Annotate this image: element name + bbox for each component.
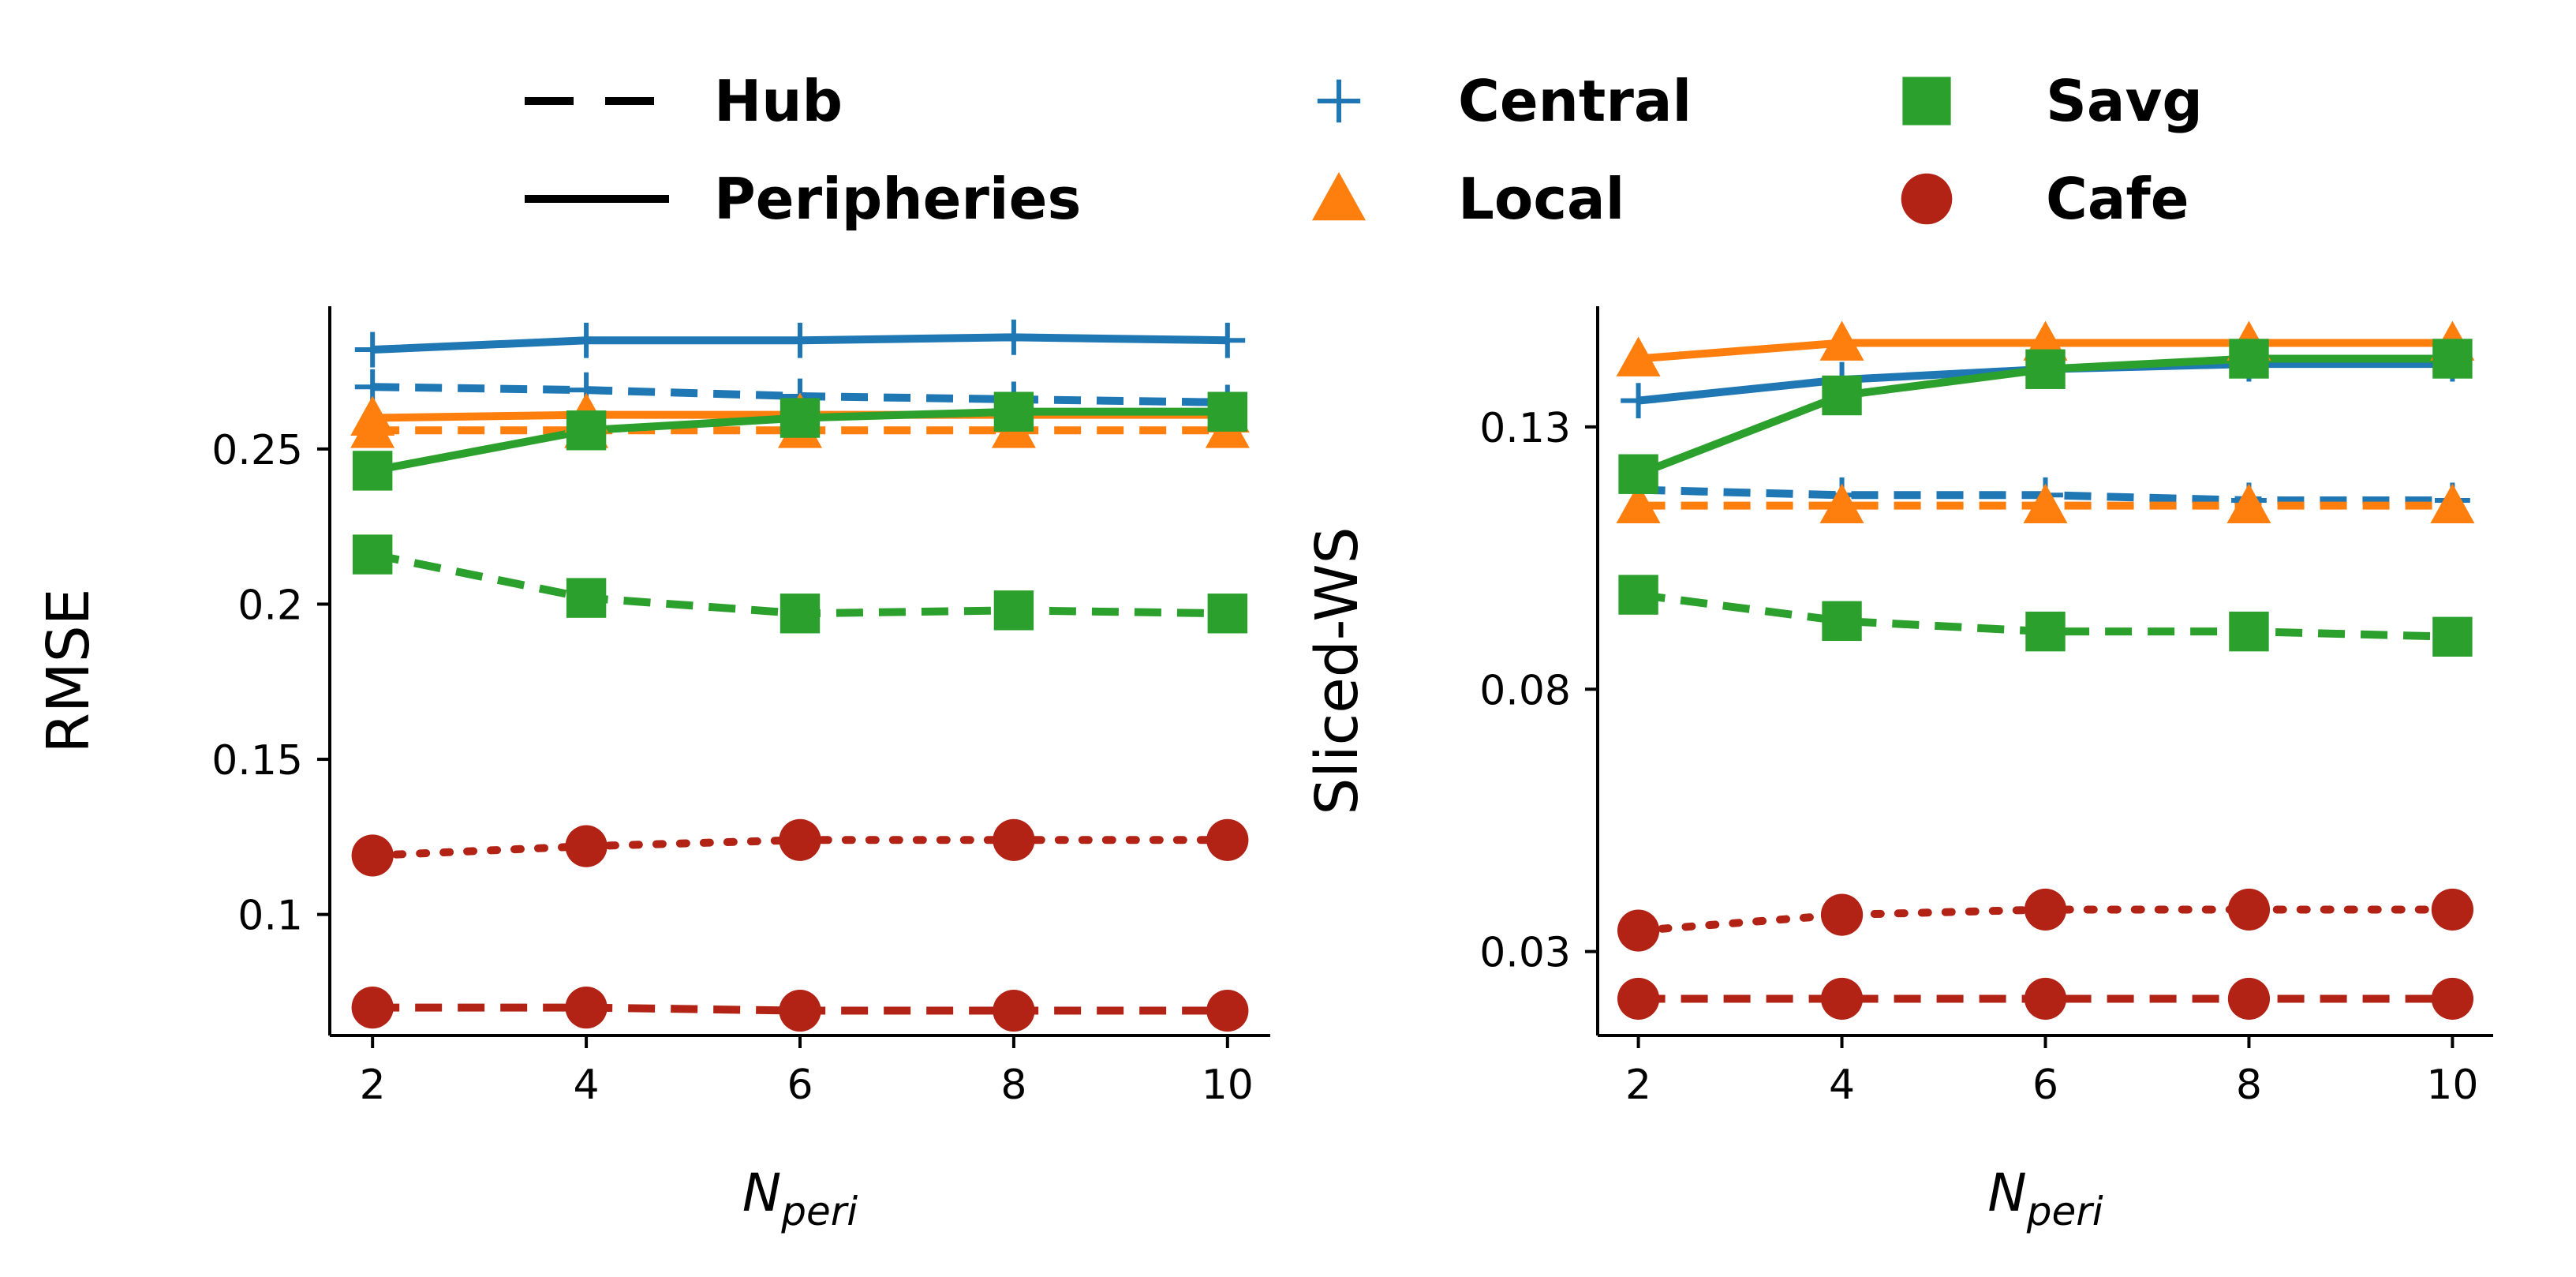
data-point-central-solid bbox=[996, 319, 1032, 355]
data-point-cafe-dotted bbox=[2024, 888, 2067, 931]
data-point-local-solid bbox=[350, 395, 395, 436]
x-tick-label: 6 bbox=[2032, 1062, 2058, 1109]
data-point-cafe-dotted bbox=[351, 834, 394, 877]
x-axis-title: Nperi bbox=[1987, 1163, 2103, 1234]
data-point-cafe-dashed bbox=[2431, 977, 2474, 1020]
legend-label-hub: Hub bbox=[714, 68, 843, 134]
legend-label-central: Central bbox=[1458, 68, 1692, 134]
data-point-cafe-dotted bbox=[2227, 888, 2271, 931]
data-point-central-solid bbox=[1209, 322, 1246, 358]
data-point-cafe-dotted bbox=[565, 825, 608, 867]
y-tick-label: 0.25 bbox=[211, 427, 303, 474]
data-point-savg-solid bbox=[780, 398, 821, 438]
data-point-central-solid bbox=[568, 322, 604, 358]
legend-label-savg: Savg bbox=[2046, 68, 2203, 134]
data-point-savg-dashed bbox=[1207, 594, 1248, 634]
y-tick-label: 0.13 bbox=[1479, 405, 1571, 452]
data-point-cafe-dashed bbox=[1820, 977, 1864, 1020]
data-point-savg-dashed bbox=[1822, 601, 1862, 642]
sliced-ws-panel: 2 4 6 8 10 0.03 0.08 0.13 Sliced-WS Nperi bbox=[1303, 306, 2493, 1234]
x-tick-label: 2 bbox=[360, 1062, 386, 1109]
data-point-cafe-dashed bbox=[1617, 977, 1660, 1020]
y-tick-label: 0.2 bbox=[237, 582, 303, 629]
data-point-cafe-dashed bbox=[779, 989, 821, 1032]
data-point-savg-solid bbox=[993, 391, 1034, 432]
data-point-savg-solid bbox=[1618, 454, 1658, 494]
x-tick-label: 10 bbox=[2426, 1062, 2478, 1109]
x-tick-label: 8 bbox=[2236, 1062, 2262, 1109]
data-point-cafe-dotted bbox=[993, 818, 1035, 861]
data-point-savg-solid bbox=[2025, 349, 2066, 389]
data-point-local-dashed bbox=[1616, 483, 1661, 524]
data-point-cafe-dotted bbox=[1617, 909, 1660, 952]
data-point-cafe-dashed bbox=[993, 989, 1035, 1032]
data-point-savg-dashed bbox=[2432, 616, 2473, 657]
data-point-savg-solid bbox=[1207, 391, 1248, 432]
x-tick-label: 4 bbox=[1829, 1062, 1855, 1109]
data-point-savg-solid bbox=[1822, 375, 1862, 416]
x-axis-title: Nperi bbox=[742, 1163, 858, 1234]
data-point-local-dashed bbox=[2430, 483, 2475, 524]
x-tick-label: 2 bbox=[1625, 1062, 1651, 1109]
legend-marker-savg bbox=[1902, 77, 1951, 125]
legend-marker-cafe bbox=[1901, 173, 1953, 225]
data-point-cafe-dashed bbox=[1206, 989, 1249, 1032]
data-point-local-solid bbox=[1616, 336, 1661, 376]
data-point-savg-solid bbox=[2432, 339, 2473, 379]
data-point-cafe-dotted bbox=[1820, 893, 1864, 936]
x-tick-label: 6 bbox=[787, 1062, 813, 1109]
legend-label-local: Local bbox=[1458, 166, 1624, 232]
data-point-cafe-dashed bbox=[351, 987, 394, 1029]
y-tick-label: 0.1 bbox=[237, 893, 303, 940]
legend-label-cafe: Cafe bbox=[2046, 166, 2189, 232]
rmse-panel: 2 4 6 8 10 0.1 0.15 0.2 0.25 RMSE Nperi bbox=[35, 306, 1270, 1234]
data-point-cafe-dashed bbox=[565, 987, 608, 1029]
data-point-savg-solid bbox=[566, 410, 607, 451]
x-tick-label: 4 bbox=[574, 1062, 600, 1109]
legend-marker-central bbox=[1317, 79, 1361, 123]
y-tick-label: 0.03 bbox=[1479, 930, 1571, 977]
data-point-savg-dashed bbox=[1618, 575, 1658, 615]
data-point-cafe-dotted bbox=[2431, 888, 2474, 931]
data-point-central-solid bbox=[782, 322, 818, 358]
y-axis-title: RMSE bbox=[35, 589, 103, 754]
legend-marker-local bbox=[1312, 172, 1366, 221]
data-point-savg-dashed bbox=[566, 578, 607, 618]
data-point-savg-dashed bbox=[2025, 611, 2066, 652]
y-tick-label: 0.08 bbox=[1479, 667, 1571, 714]
data-point-savg-solid bbox=[2229, 339, 2269, 379]
data-point-central-solid bbox=[1621, 383, 1656, 419]
data-point-savg-dashed bbox=[780, 594, 821, 634]
data-point-local-dashed bbox=[2023, 483, 2068, 524]
y-tick-label: 0.15 bbox=[211, 737, 303, 785]
data-point-cafe-dashed bbox=[2227, 977, 2271, 1020]
data-point-savg-dashed bbox=[993, 590, 1034, 631]
data-point-savg-dashed bbox=[352, 534, 393, 575]
legend: Hub Peripheries Central Local Savg Cafe bbox=[525, 68, 2203, 232]
legend-label-peripheries: Peripheries bbox=[714, 166, 1081, 232]
data-point-central-solid bbox=[354, 331, 391, 368]
data-point-local-dashed bbox=[2226, 483, 2271, 524]
data-point-local-dashed bbox=[1819, 483, 1864, 524]
data-point-savg-solid bbox=[352, 451, 393, 491]
data-point-cafe-dotted bbox=[779, 818, 821, 861]
x-tick-label: 10 bbox=[1202, 1062, 1254, 1109]
data-point-local-solid bbox=[1819, 320, 1864, 361]
data-point-savg-dashed bbox=[2229, 611, 2269, 652]
data-point-cafe-dashed bbox=[2024, 977, 2067, 1020]
data-point-cafe-dotted bbox=[1206, 818, 1249, 861]
y-axis-title: Sliced-WS bbox=[1303, 526, 1371, 815]
x-tick-label: 8 bbox=[1000, 1062, 1026, 1109]
